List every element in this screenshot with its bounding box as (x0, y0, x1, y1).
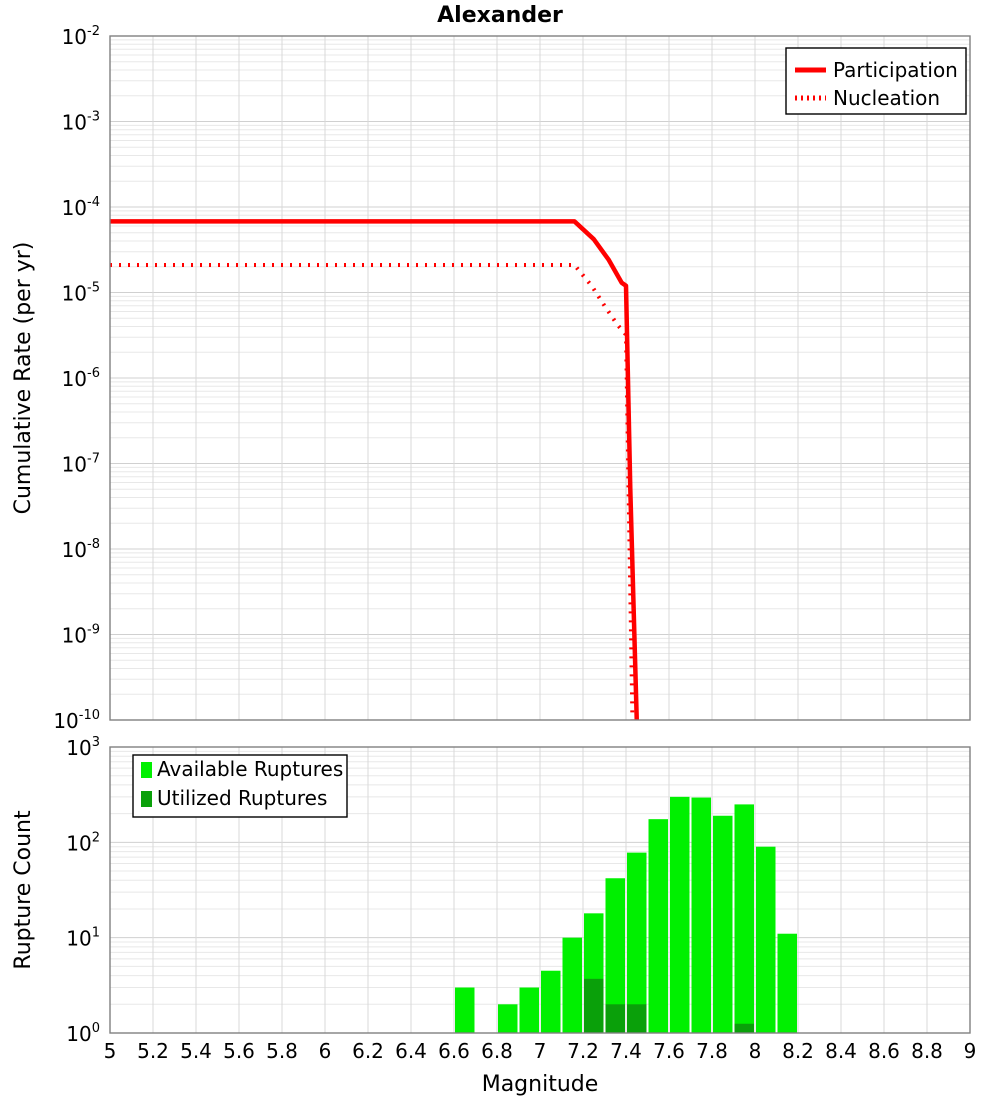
legend-swatch-utilized (141, 791, 152, 807)
svg-text:6: 6 (319, 1039, 332, 1063)
bar-available (498, 1004, 518, 1033)
bar-utilized (735, 1024, 755, 1033)
bar-available (541, 971, 561, 1033)
seismic-rate-figure: Alexander 10-210-310-410-510-610-710-810… (0, 0, 1000, 1100)
svg-text:8.8: 8.8 (911, 1039, 943, 1063)
bottom-legend[interactable]: Available Ruptures Utilized Ruptures (133, 755, 347, 817)
svg-text:7.4: 7.4 (610, 1039, 642, 1063)
svg-text:5.8: 5.8 (266, 1039, 298, 1063)
bar-available (778, 934, 798, 1033)
svg-text:8: 8 (749, 1039, 762, 1063)
top-y-axis-label: Cumulative Rate (per yr) (11, 242, 36, 515)
top-panel: 10-210-310-410-510-610-710-810-910-10 Cu… (11, 24, 970, 733)
bar-available (713, 816, 733, 1033)
svg-text:5.6: 5.6 (223, 1039, 255, 1063)
svg-text:9: 9 (964, 1039, 977, 1063)
svg-text:7: 7 (534, 1039, 547, 1063)
bar-available (520, 988, 540, 1033)
bottom-panel: 103102101100 Rupture Count 55.25.45.65.8… (11, 735, 976, 1097)
x-axis-label: Magnitude (482, 1072, 599, 1097)
bar-available (756, 847, 776, 1033)
legend-label-utilized: Utilized Ruptures (157, 786, 327, 810)
page-title: Alexander (437, 3, 563, 28)
svg-text:7.6: 7.6 (653, 1039, 685, 1063)
bar-available (563, 938, 583, 1033)
svg-text:5.2: 5.2 (137, 1039, 169, 1063)
x-tick-labels: 5 5.2 5.4 5.6 5.8 6 6.2 6.4 6.6 6.8 7 7.2 7.4 7.6 7.8 8… (104, 1039, 977, 1063)
bar-utilized (627, 1004, 647, 1033)
svg-text:6.4: 6.4 (395, 1039, 427, 1063)
svg-text:6.2: 6.2 (352, 1039, 384, 1063)
figure-container: Alexander 10-210-310-410-510-610-710-810… (0, 0, 1000, 1100)
svg-text:5: 5 (104, 1039, 117, 1063)
bar-utilized (606, 1004, 626, 1033)
svg-text:8.2: 8.2 (782, 1039, 814, 1063)
bar-available (670, 797, 690, 1033)
svg-text:6.8: 6.8 (481, 1039, 513, 1063)
svg-text:8.6: 8.6 (868, 1039, 900, 1063)
bottom-y-axis-label: Rupture Count (11, 810, 36, 970)
svg-text:7.2: 7.2 (567, 1039, 599, 1063)
svg-text:8.4: 8.4 (825, 1039, 857, 1063)
svg-text:5.4: 5.4 (180, 1039, 212, 1063)
top-legend[interactable]: Participation Nucleation (786, 48, 966, 114)
top-vertical-gridlines (110, 36, 970, 720)
bar-available (692, 798, 712, 1033)
legend-swatch-available (141, 762, 152, 778)
legend-label-nucleation: Nucleation (833, 86, 940, 110)
bar-utilized (584, 979, 604, 1033)
svg-text:6.6: 6.6 (438, 1039, 470, 1063)
bar-available (735, 804, 755, 1033)
legend-label-available: Available Ruptures (157, 757, 343, 781)
legend-label-participation: Participation (833, 58, 958, 82)
svg-text:7.8: 7.8 (696, 1039, 728, 1063)
bar-available (455, 988, 475, 1033)
bar-available (649, 819, 669, 1033)
